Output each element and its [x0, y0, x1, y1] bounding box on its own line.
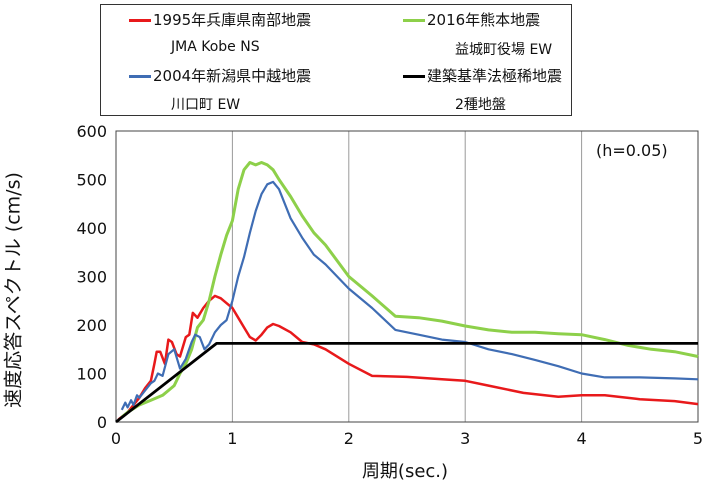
x-tick-labels: 0 1 2 3 4 5 [111, 429, 703, 448]
legend-swatch-niigata [129, 75, 151, 78]
legend-swatch-kumamoto [403, 19, 425, 22]
series-building-code-line [115, 341, 698, 424]
x-tick-label-0: 0 [111, 429, 121, 448]
y-tick-label-2: 200 [76, 316, 107, 335]
y-tick-label-1: 100 [76, 365, 107, 384]
legend-sub-building-code: 2種地盤 [455, 97, 506, 113]
legend-item-building-code: 建築基準法極稀地震 [403, 64, 562, 88]
legend-swatch-building-code [403, 75, 425, 78]
x-tick-label-4: 4 [577, 429, 587, 448]
legend: 1995年兵庫県南部地震 JMA Kobe NS 2016年熊本地震 益城町役場… [100, 4, 572, 116]
legend-sub-niigata: 川口町 EW [171, 97, 241, 113]
x-tick-label-5: 5 [693, 429, 703, 448]
legend-item-niigata: 2004年新潟県中越地震 [129, 64, 311, 88]
series-niigata-line [120, 180, 699, 411]
legend-sub-kobe: JMA Kobe NS [171, 39, 260, 55]
damping-annotation: (h=0.05) [596, 141, 668, 160]
legend-item-kumamoto: 2016年熊本地震 [403, 8, 540, 32]
legend-label-niigata: 2004年新潟県中越地震 [153, 67, 312, 85]
plot-area-frame [115, 130, 699, 423]
x-tick-label-1: 1 [227, 429, 237, 448]
y-tick-labels: 0 100 200 300 400 500 600 [76, 122, 107, 432]
y-tick-label-3: 300 [76, 268, 107, 287]
x-tick-label-2: 2 [344, 429, 354, 448]
legend-sub-kumamoto: 益城町役場 EW [455, 42, 553, 58]
y-axis-label: 速度応答スペクトル (cm/s) [2, 172, 25, 408]
y-tick-label-0: 0 [97, 413, 107, 432]
y-tick-label-5: 500 [76, 171, 107, 190]
y-tick-label-6: 600 [76, 122, 107, 141]
legend-swatch-kobe [129, 19, 151, 22]
legend-label-kobe: 1995年兵庫県南部地震 [153, 11, 312, 29]
series-kobe-line [117, 294, 699, 421]
x-tick-label-3: 3 [460, 429, 470, 448]
series-layer [115, 161, 699, 424]
legend-label-kumamoto: 2016年熊本地震 [427, 11, 541, 29]
y-tick-label-4: 400 [76, 219, 107, 238]
grid-lines [231, 131, 583, 422]
legend-item-kobe: 1995年兵庫県南部地震 [129, 8, 311, 32]
series-kumamoto-line [120, 161, 699, 419]
legend-label-building-code: 建築基準法極稀地震 [427, 67, 563, 85]
x-axis-label: 周期(sec.) [361, 461, 449, 482]
